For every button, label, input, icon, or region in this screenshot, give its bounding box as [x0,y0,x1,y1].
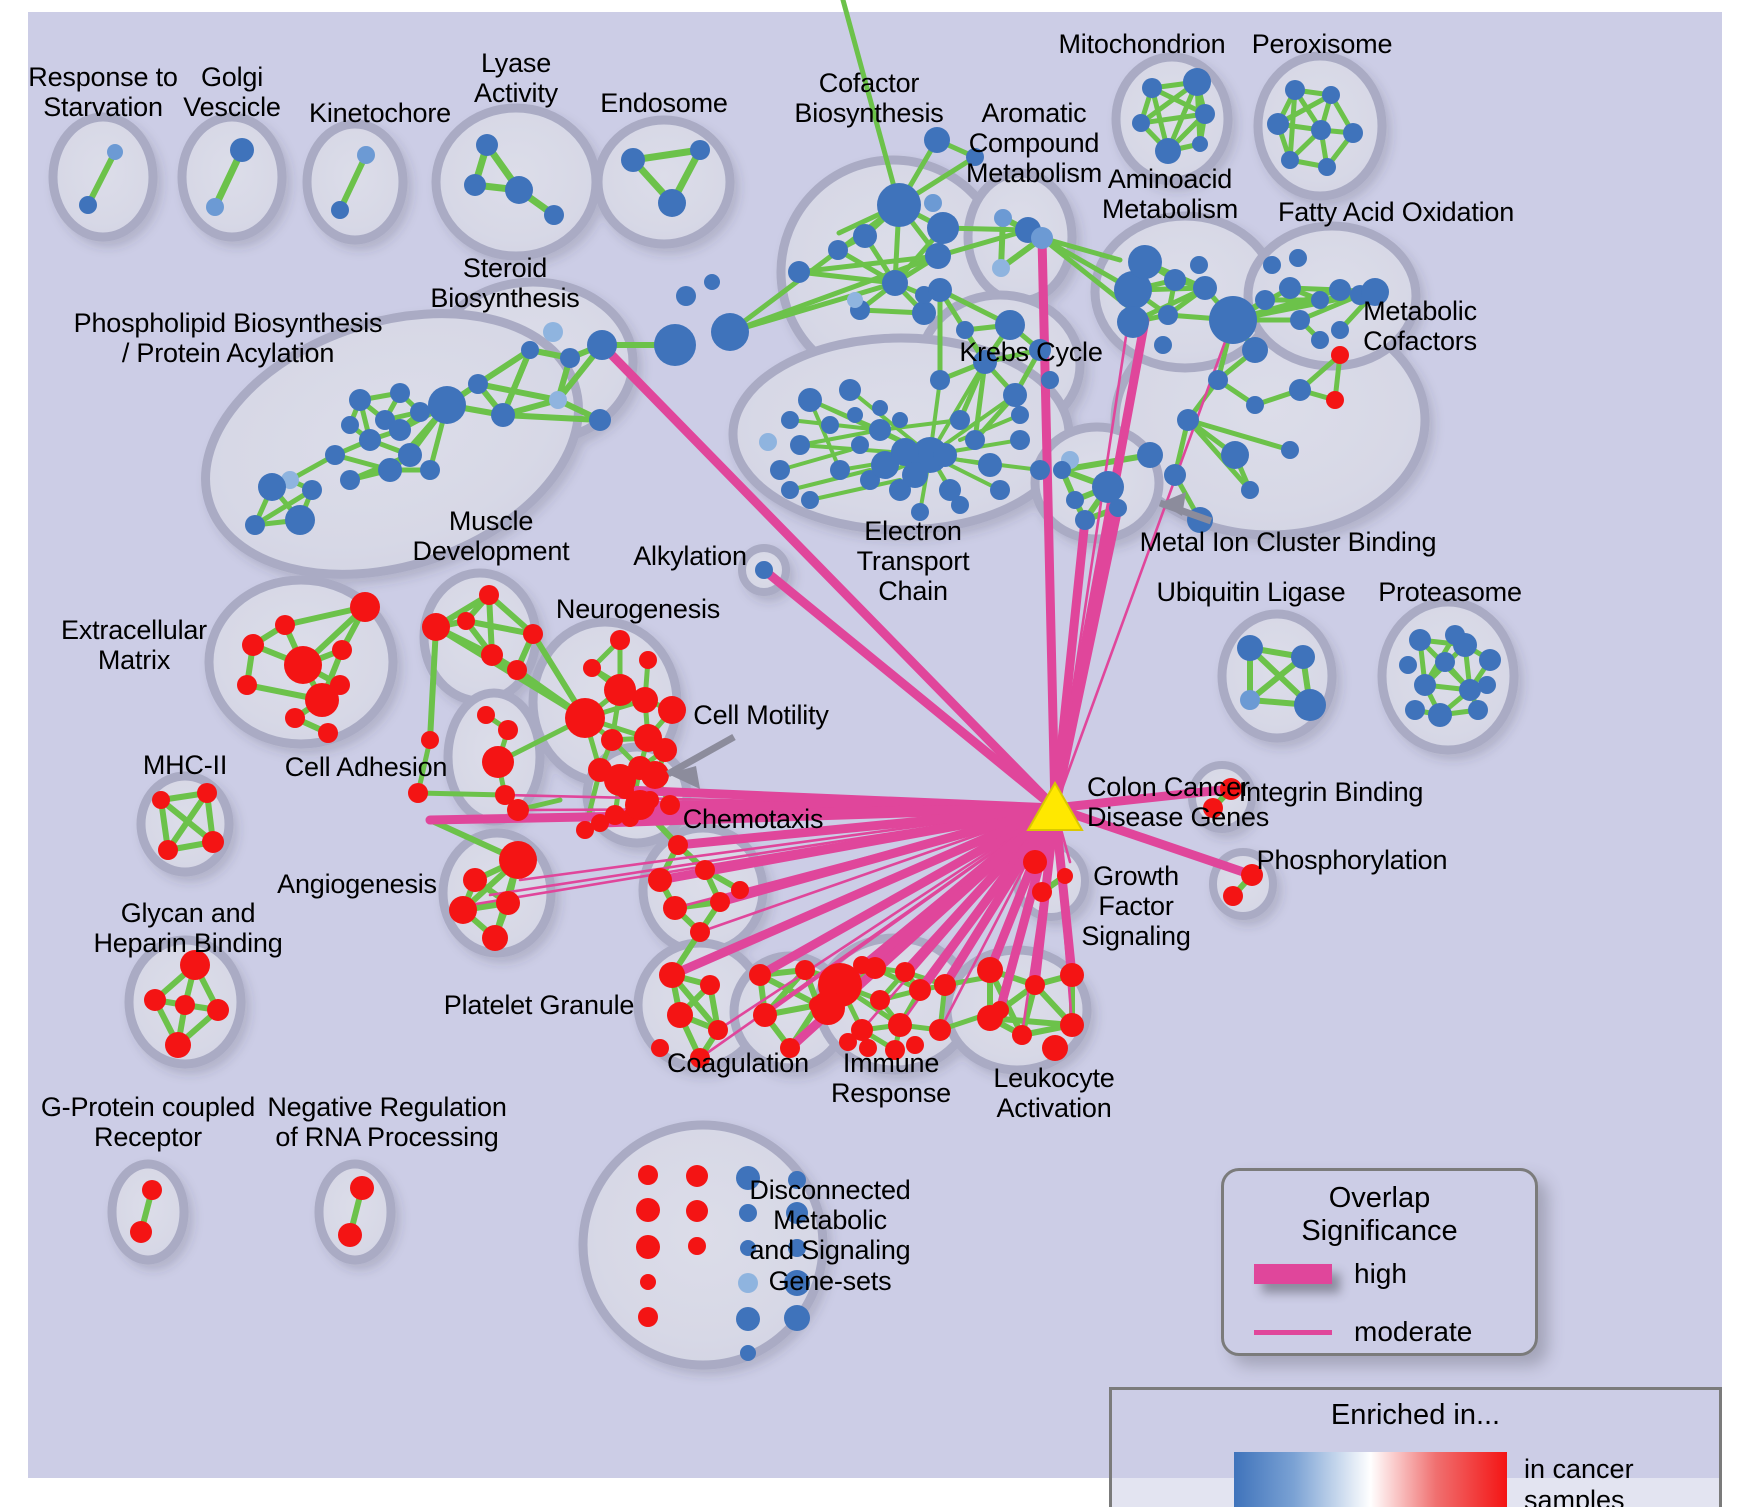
colon-cancer-disease-genes-hub[interactable] [1026,780,1084,831]
annotation-arrows [666,492,1213,789]
network-nodes [79,68,1501,1361]
cluster-blob-endosome [593,115,735,249]
moderate-significance-swatch [1254,1329,1332,1335]
overlap-legend-moderate-row: moderate [1224,1316,1535,1348]
moderate-significance-label: moderate [1354,1316,1473,1348]
overlap-significance-legend: Overlap Significance high moderate [1221,1168,1538,1356]
high-significance-swatch [1254,1264,1332,1285]
enriched-legend-title: Enriched in... [1330,1399,1501,1431]
cell-motility-arrow [666,733,736,789]
high-significance-label: high [1354,1258,1407,1290]
hub-edges-high [425,233,1257,1053]
overlap-legend-high-row: high [1224,1258,1535,1290]
enrichment-comparison-note: in cancer samples vs. controls [1524,1454,1634,1507]
overlap-legend-title: Overlap Significance [1301,1182,1458,1248]
metal-ion-cluster-binding-arrow [1158,492,1213,525]
enrichment-color-scale [1234,1452,1507,1507]
enriched-in-legend: Enriched in... Down Up in cancer samples… [1109,1387,1722,1507]
enriched-gradient-wrap: Down Up [1234,1452,1507,1507]
cluster-blob-proteasome [1377,597,1519,755]
